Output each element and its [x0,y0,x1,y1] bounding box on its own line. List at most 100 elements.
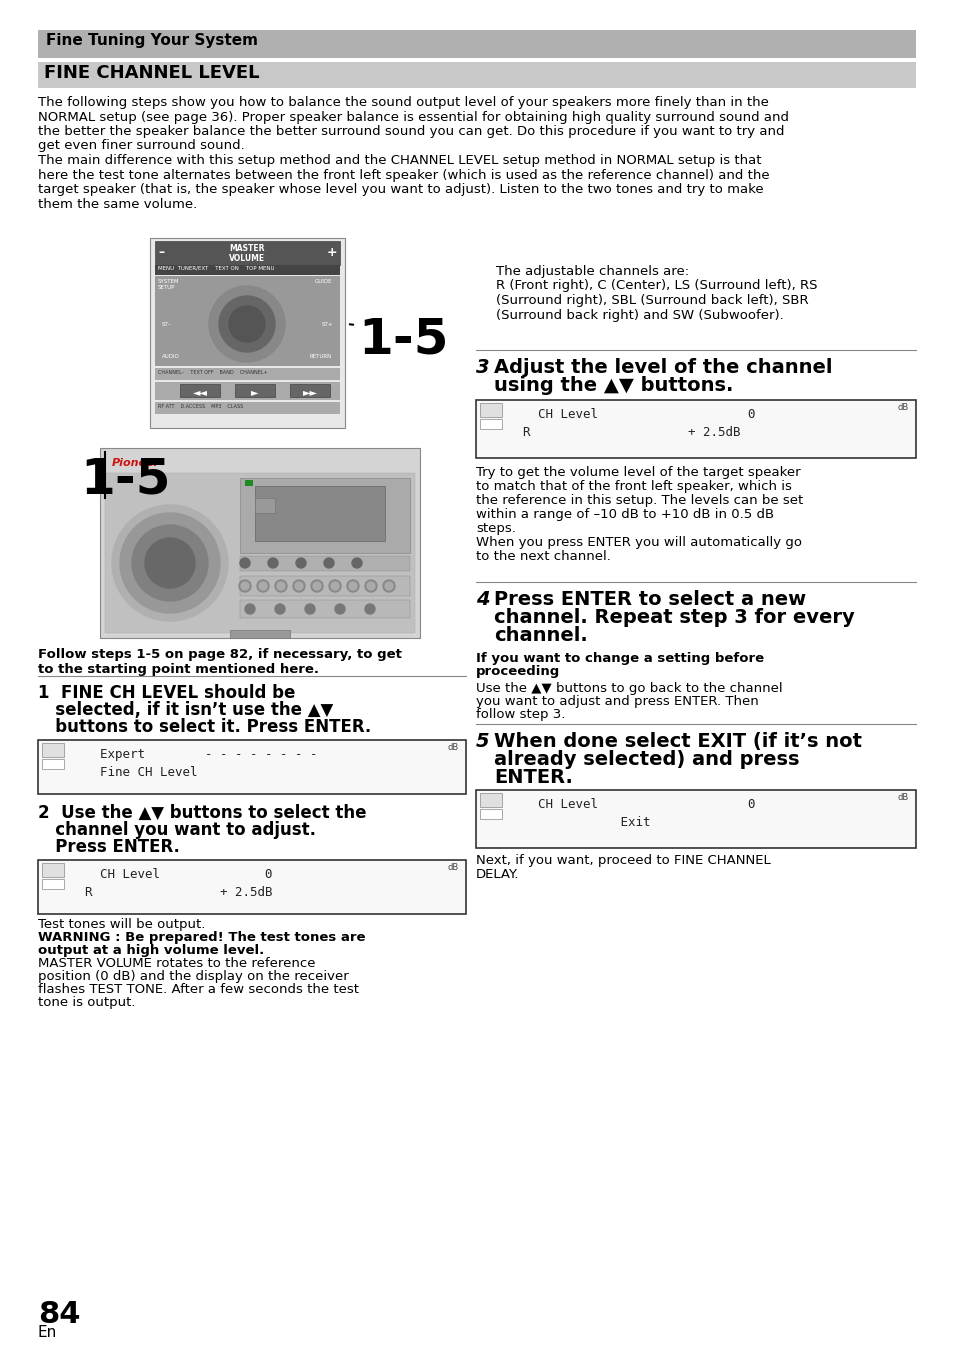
Text: ENTER: ENTER [233,322,261,332]
Circle shape [331,582,338,590]
Bar [476,790,915,848]
Circle shape [324,558,334,568]
Text: DELAY.: DELAY. [476,868,519,882]
Bar [245,480,253,487]
Text: MASTER VOLUME rotates to the reference: MASTER VOLUME rotates to the reference [38,957,315,971]
Circle shape [349,582,356,590]
Bar [38,860,465,914]
Circle shape [274,580,287,592]
Text: MENU  TUNER/EXT    TEXT ON    TOP MENU: MENU TUNER/EXT TEXT ON TOP MENU [158,266,274,271]
Bar [38,62,915,88]
Circle shape [294,582,303,590]
Bar [154,402,339,414]
Bar [154,368,339,380]
Circle shape [241,582,249,590]
Circle shape [258,582,267,590]
Text: dB: dB [448,863,458,872]
Circle shape [293,580,305,592]
Text: already selected) and press: already selected) and press [494,749,799,768]
Text: En: En [38,1325,57,1340]
Bar [38,740,465,794]
Bar [154,381,339,400]
Bar [105,473,415,634]
Circle shape [295,558,306,568]
Text: the reference in this setup. The levels can be set: the reference in this setup. The levels … [476,493,802,507]
Bar [150,239,345,429]
Text: channel. Repeat step 3 for every: channel. Repeat step 3 for every [494,608,854,627]
Text: Follow steps 1-5 on page 82, if necessary, to get: Follow steps 1-5 on page 82, if necessar… [38,648,401,661]
Text: ST+: ST+ [321,322,333,328]
Bar [100,448,419,638]
Text: to the next channel.: to the next channel. [476,550,610,563]
Circle shape [120,514,220,613]
Bar [254,497,274,514]
Bar [479,793,501,807]
Text: (Surround right), SBL (Surround back left), SBR: (Surround right), SBL (Surround back lef… [496,294,808,307]
Circle shape [365,580,376,592]
Circle shape [239,580,251,592]
Text: RF ATT    D.ACCESS    MP3    CLASS: RF ATT D.ACCESS MP3 CLASS [158,404,243,408]
Circle shape [209,286,285,363]
Text: 3: 3 [476,359,489,377]
Text: TUNE +: TUNE + [234,315,259,321]
Text: Fine Tuning Your System: Fine Tuning Your System [46,32,257,49]
Bar [180,384,220,398]
Text: Try to get the volume level of the target speaker: Try to get the volume level of the targe… [476,466,800,479]
Circle shape [268,558,277,568]
Text: 2  Use the ▲▼ buttons to select the: 2 Use the ▲▼ buttons to select the [38,803,366,822]
Text: 84: 84 [38,1299,80,1329]
Bar [240,555,410,572]
Bar [154,266,339,275]
Text: FINE CHANNEL LEVEL: FINE CHANNEL LEVEL [44,63,259,82]
Text: Adjust the level of the channel: Adjust the level of the channel [494,359,832,377]
Bar [240,600,410,617]
Circle shape [347,580,358,592]
Circle shape [276,582,285,590]
Text: buttons to select it. Press ENTER.: buttons to select it. Press ENTER. [38,718,371,736]
Text: Test tones will be output.: Test tones will be output. [38,918,205,931]
Text: CHANNEL–    TEXT OFF    BAND    CHANNEL+: CHANNEL– TEXT OFF BAND CHANNEL+ [158,369,268,375]
Text: WARNING : Be prepared! The test tones are: WARNING : Be prepared! The test tones ar… [38,931,365,944]
Circle shape [335,604,345,613]
Circle shape [382,580,395,592]
Text: (Surround back right) and SW (Subwoofer).: (Surround back right) and SW (Subwoofer)… [496,309,783,322]
Text: Expert        - - - - - - - -: Expert - - - - - - - - [70,748,317,762]
Circle shape [329,580,340,592]
Text: dB: dB [897,403,908,412]
Text: 1-5: 1-5 [80,456,171,504]
Text: using the ▲▼ buttons.: using the ▲▼ buttons. [494,376,733,395]
Text: SYSTEM
SETUP: SYSTEM SETUP [158,279,179,290]
Circle shape [305,604,314,613]
Text: GUIDE: GUIDE [314,279,333,284]
Text: Exit: Exit [507,816,650,829]
Text: channel.: channel. [494,625,587,644]
Text: 5: 5 [476,732,489,751]
Bar [254,487,385,541]
Circle shape [313,582,320,590]
Text: selected, if it isn’t use the ▲▼: selected, if it isn’t use the ▲▼ [38,701,333,718]
Text: CH Level                    0: CH Level 0 [507,408,755,421]
Bar [154,276,339,367]
Bar [154,241,339,266]
Circle shape [365,604,375,613]
Circle shape [385,582,393,590]
Bar [240,479,410,553]
Bar [476,400,915,458]
Text: target speaker (that is, the speaker whose level you want to adjust). Listen to : target speaker (that is, the speaker who… [38,183,762,195]
Text: R                     + 2.5dB: R + 2.5dB [507,426,740,439]
Text: the better the speaker balance the better surround sound you can get. Do this pr: the better the speaker balance the bette… [38,125,783,137]
Bar [240,576,410,596]
Text: R                 + 2.5dB: R + 2.5dB [70,886,273,899]
Text: ST–: ST– [161,322,171,328]
Bar [42,743,64,758]
Text: you want to adjust and press ENTER. Then: you want to adjust and press ENTER. Then [476,696,758,708]
Circle shape [245,604,254,613]
Text: NORMAL setup (see page 36). Proper speaker balance is essential for obtaining hi: NORMAL setup (see page 36). Proper speak… [38,111,788,124]
Bar [42,879,64,888]
Text: to match that of the front left speaker, which is: to match that of the front left speaker,… [476,480,791,493]
Text: When done select EXIT (if it’s not: When done select EXIT (if it’s not [494,732,862,751]
Text: here the test tone alternates between the front left speaker (which is used as t: here the test tone alternates between th… [38,168,769,182]
Circle shape [229,306,265,342]
Text: –: – [158,245,164,259]
Text: Fine CH Level: Fine CH Level [70,766,197,779]
